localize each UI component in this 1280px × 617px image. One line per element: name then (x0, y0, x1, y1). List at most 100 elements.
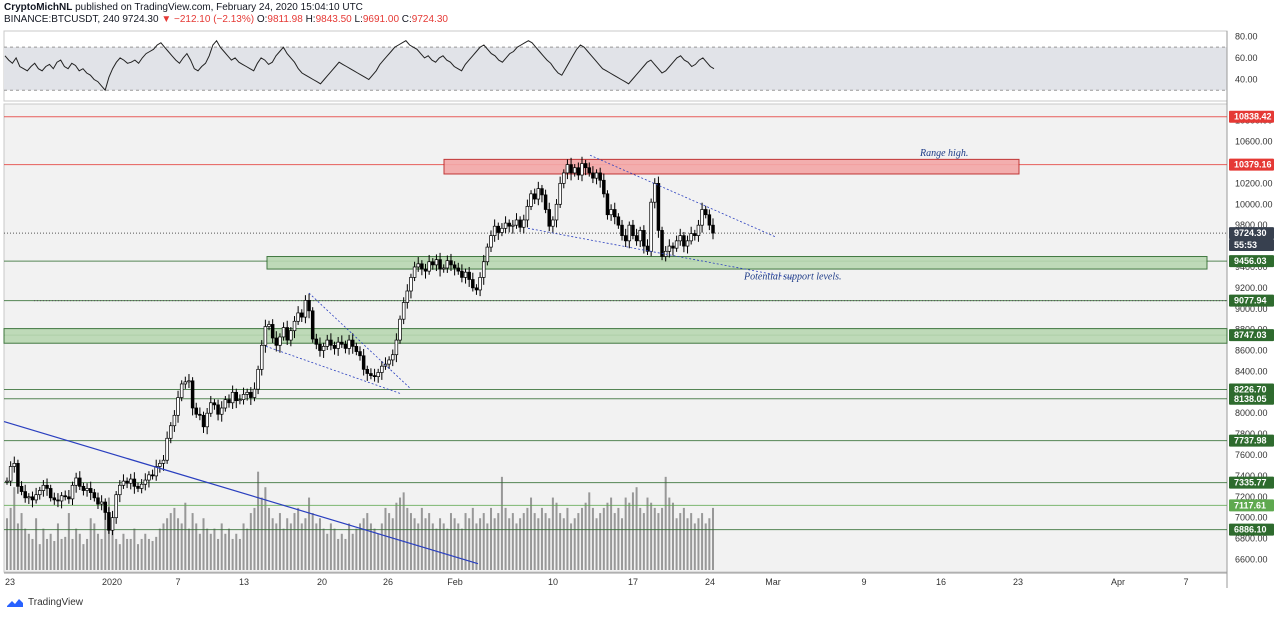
time-tick-label: 23 (5, 577, 15, 587)
volume-bar (657, 513, 660, 570)
candle-body (409, 277, 413, 292)
volume-bar (137, 544, 140, 570)
volume-bar (300, 523, 303, 570)
volume-bar (93, 523, 96, 570)
candle-body (303, 300, 308, 318)
candle-body (372, 375, 377, 378)
candle-body (387, 359, 391, 365)
price-tag-bg (1229, 434, 1274, 447)
volume-series (6, 471, 714, 570)
price-tag-bg (1229, 383, 1274, 396)
candle-body (5, 480, 9, 483)
rsi-band (4, 47, 1227, 91)
volume-bar (169, 513, 172, 570)
volume-bar (446, 528, 449, 570)
price-tag-label: 10379.16 (1234, 160, 1272, 170)
volume-bar (511, 513, 514, 570)
volume-bar (82, 544, 85, 570)
candle-body (19, 485, 24, 492)
candle-body (598, 172, 602, 181)
candle-body (314, 338, 319, 345)
candle-body (412, 266, 417, 278)
price-tag: 6886.10 (1229, 523, 1274, 536)
candle-body (653, 183, 657, 203)
time-tick-label: Feb (447, 577, 463, 587)
last-price: 9724.30 (122, 14, 159, 25)
volume-bar (686, 518, 689, 570)
long-downtrend-line (3, 420, 479, 565)
candle-body (423, 268, 428, 272)
volume-bar (118, 544, 121, 570)
candle-body (452, 264, 457, 269)
candle-body (580, 163, 584, 176)
candle-body (649, 201, 653, 252)
price-tag-bg (1229, 476, 1274, 489)
volume-bar (409, 513, 412, 570)
price-tag: 9724.30 (1229, 227, 1274, 240)
candle-body (394, 339, 399, 356)
price-tick-label: 8400.00 (1235, 366, 1268, 376)
volume-bar (20, 513, 23, 570)
volume-bar (468, 518, 471, 570)
volume-bar (621, 518, 624, 570)
candle-body (478, 277, 482, 291)
volume-bar (679, 513, 682, 570)
volume-bar (282, 528, 285, 570)
candle-body (416, 263, 420, 268)
price-tick-label: 7000.00 (1235, 513, 1268, 523)
volume-bar (271, 518, 274, 570)
candle-body (707, 214, 712, 226)
volume-bar (326, 533, 329, 570)
candle-body (340, 341, 344, 345)
volume-bar (704, 523, 707, 570)
volume-bar (344, 538, 347, 570)
volume-bar (475, 523, 478, 570)
candle-body (132, 478, 137, 487)
volume-bar (126, 538, 129, 570)
candle-body (96, 497, 100, 505)
candle-body (572, 167, 577, 174)
candle-body (471, 279, 475, 289)
candle-body (158, 463, 162, 467)
candle-body (212, 402, 217, 406)
volume-bar (195, 523, 198, 570)
time-tick-label: 7 (175, 577, 180, 587)
volume-bar (257, 471, 260, 570)
author-name[interactable]: CryptoMichNL (4, 2, 73, 13)
volume-bar (526, 507, 529, 570)
volume-bar (209, 533, 212, 570)
volume-bar (471, 507, 474, 570)
candle-body (518, 219, 522, 228)
volume-bar (202, 518, 205, 570)
candle-body (540, 188, 544, 196)
candle-body (267, 324, 271, 327)
volume-bar (580, 507, 583, 570)
candle-body (176, 397, 180, 416)
candle-body (449, 260, 453, 266)
volume-bar (96, 533, 99, 570)
price-change: ▼ −212.10 (−2.13%) (161, 14, 255, 25)
volume-bar (151, 541, 154, 570)
close-label: C: (401, 14, 412, 25)
volume-bar (530, 497, 533, 570)
price-tick-label: 7400.00 (1235, 471, 1268, 481)
volume-bar (180, 523, 183, 570)
volume-bar (35, 518, 38, 570)
volume-bar (584, 502, 587, 570)
volume-bar (122, 533, 125, 570)
volume-bar (664, 476, 667, 570)
volume-bar (391, 518, 394, 570)
candle-body (605, 193, 610, 216)
candle-body (99, 501, 104, 505)
volume-bar (668, 497, 671, 570)
time-tick-label: 17 (628, 577, 638, 587)
volume-bar (497, 513, 500, 570)
candle-body (198, 413, 202, 416)
candle-body (216, 404, 220, 415)
candle-body (587, 167, 592, 174)
volume-bar (675, 518, 678, 570)
time-tick-label: 10 (548, 577, 558, 587)
rsi-tick-label: 80.00 (1235, 31, 1258, 41)
candle-body (143, 479, 148, 485)
